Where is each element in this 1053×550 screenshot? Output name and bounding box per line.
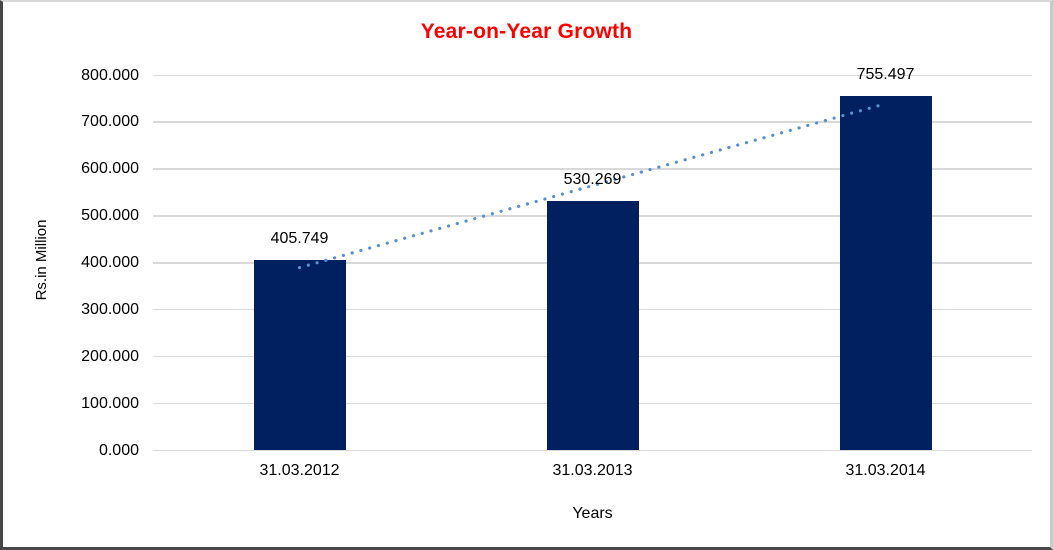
gridline [153,121,1032,123]
bar [839,95,932,450]
y-tick-label: 500.000 [81,207,139,225]
gridline [153,74,1032,76]
y-tick-label: 100.000 [81,394,139,412]
y-tick-label: 400.000 [81,254,139,271]
plot-area: 405.749 530.269 755.497 [153,66,1032,451]
bar-value-label: 530.269 [563,171,622,189]
bar [546,201,639,450]
x-tick-label: 31.03.2012 [259,462,340,479]
bar-value-label: 405.749 [270,229,329,247]
bar-value-label: 755.497 [856,65,915,83]
y-tick-label: 700.000 [81,113,139,131]
bar [253,259,346,450]
gridline [153,168,1032,170]
y-tick-label: 0.000 [98,441,139,459]
y-tick-label: 800.000 [81,66,139,84]
y-tick-label: 300.000 [81,300,139,318]
trendline [297,102,888,270]
chart-title: Year-on-Year Growth [420,20,633,43]
x-axis-title: Years [572,505,613,522]
y-tick-label: 600.000 [81,160,139,178]
gridline [153,449,1032,451]
x-tick-label: 31.03.2014 [845,462,926,479]
y-tick-label: 200.000 [81,347,139,365]
x-tick-label: 31.03.2013 [552,462,633,479]
trendline-layer [297,102,888,270]
